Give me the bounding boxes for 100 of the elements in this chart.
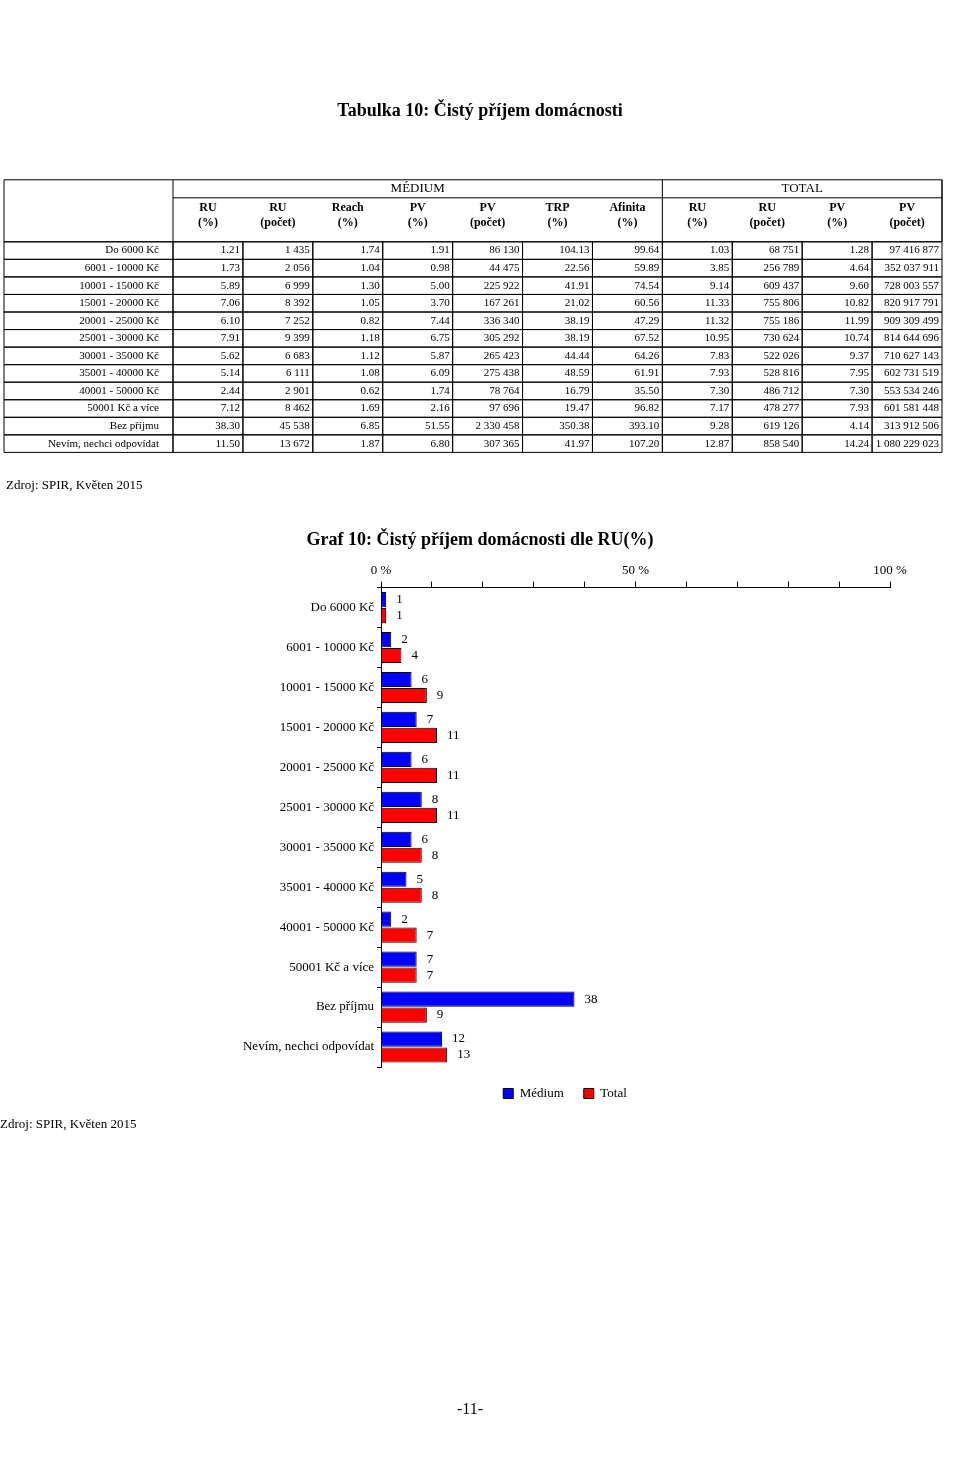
data-label: 9.37 [849, 348, 870, 361]
data-label: 11 [447, 766, 460, 782]
y-tick-label: 6001 - 10000 Kč [286, 638, 375, 654]
data-label: 16.79 [564, 383, 590, 396]
data-label: 2.16 [430, 401, 451, 414]
text: Zdroj: SPIR, Květen 2015 [5, 477, 144, 493]
data-label: 1 080 229 023 [875, 436, 940, 449]
data-label: 7 [426, 710, 434, 726]
data-label: 9 399 [285, 331, 311, 344]
data-label: 1.05 [360, 296, 381, 309]
data-label: 19.47 [564, 401, 590, 414]
y-tick-label: 25001 - 30000 Kč [79, 331, 160, 344]
data-label: 7.12 [220, 401, 240, 414]
x-tick-label: 100 % [873, 562, 907, 578]
data-label: 44.44 [564, 348, 590, 361]
data-label: 7.83 [710, 348, 730, 361]
x-tick-label: Afinita (%) [609, 200, 646, 229]
y-tick-label: 30001 - 35000 Kč [79, 348, 160, 361]
x-tick-label: PV (%) [827, 200, 848, 229]
y-tick-label: Nevím, nechci odpovídat [48, 436, 159, 449]
data-label: 7.06 [220, 296, 241, 309]
data-label: 2 056 [285, 261, 311, 274]
data-label: 6 [421, 670, 429, 686]
x-tick-label: 0 % [370, 562, 392, 578]
legend-label: Médium [519, 1084, 564, 1100]
data-label: 336 340 [483, 313, 521, 326]
data-label: 7.17 [710, 401, 730, 414]
data-label: 7.93 [710, 366, 730, 379]
data-label: 352 037 911 [884, 261, 939, 274]
data-label: 11 [447, 806, 460, 822]
data-label: 225 922 [483, 278, 520, 291]
data-label: 1.04 [360, 261, 381, 274]
y-tick-label: 35001 - 40000 Kč [279, 878, 375, 894]
x-tick-label: PV (počet) [469, 200, 506, 229]
data-label: 97 416 877 [889, 243, 940, 256]
data-label: 6 [421, 750, 429, 766]
data-label: 74.54 [634, 278, 660, 291]
data-label: 602 731 519 [884, 366, 940, 379]
data-label: 6 999 [285, 278, 311, 291]
y-tick-label: Nevím, nechci odpovídat [242, 1038, 375, 1054]
data-label: 0.62 [360, 383, 380, 396]
y-tick-label: 20001 - 25000 Kč [279, 758, 375, 774]
y-tick-label: Do 6000 Kč [310, 599, 375, 614]
data-label: 619 126 [763, 418, 800, 431]
y-tick-label: 35001 - 40000 Kč [79, 366, 160, 379]
data-label: 5.87 [430, 348, 451, 361]
data-label: 1 435 [285, 243, 311, 256]
data-label: 67.52 [634, 331, 660, 344]
data-label: 5.62 [220, 348, 240, 361]
y-tick-label: 30001 - 35000 Kč [279, 838, 375, 854]
data-label: 601 581 448 [884, 401, 940, 414]
x-tick-label: RU (počet) [749, 200, 785, 229]
data-label: 710 627 143 [884, 348, 940, 361]
data-label: 38 [584, 990, 598, 1006]
y-tick-label: 40001 - 50000 Kč [79, 383, 160, 396]
data-label: 9 [436, 686, 444, 702]
data-label: 755 806 [763, 296, 800, 309]
data-label: 78 764 [489, 383, 521, 396]
data-label: 38.30 [215, 418, 241, 431]
data-label: 61.91 [634, 366, 660, 379]
data-label: 6 111 [285, 366, 310, 379]
data-label: 6.75 [430, 331, 451, 344]
data-label: 41.91 [564, 278, 590, 291]
data-label: 6.85 [360, 418, 381, 431]
data-label: 1.28 [849, 243, 870, 256]
data-label: 44 475 [489, 261, 521, 274]
data-label: 4.14 [849, 418, 870, 431]
data-label: 1.91 [430, 243, 450, 256]
data-label: 3.70 [430, 296, 451, 309]
data-label: 10.74 [844, 331, 870, 344]
data-label: 13 [457, 1046, 471, 1062]
data-label: 11.33 [704, 296, 730, 309]
data-label: 7.91 [220, 331, 240, 344]
data-label: 1 [396, 591, 403, 607]
data-label: 59.89 [634, 261, 660, 274]
data-label: 9.60 [849, 278, 870, 291]
y-tick-label: 15001 - 20000 Kč [79, 296, 160, 309]
data-label: 2 330 458 [475, 418, 521, 431]
data-label: 9.14 [710, 278, 730, 291]
data-label: 820 917 791 [884, 296, 939, 309]
data-label: 2.44 [220, 383, 241, 396]
data-label: 7.95 [849, 366, 870, 379]
data-label: 97 696 [489, 401, 521, 414]
x-tick-label: PV (počet) [889, 200, 925, 229]
data-label: 3.85 [710, 261, 730, 274]
x-tick-label: Reach (%) [331, 200, 365, 229]
data-label: 6 [421, 830, 429, 846]
y-tick-label: 10001 - 15000 Kč [279, 678, 375, 694]
data-label: 528 816 [763, 366, 800, 379]
data-label: 47.29 [634, 313, 660, 326]
y-tick-label: 25001 - 30000 Kč [279, 798, 375, 814]
data-label: 478 277 [763, 401, 800, 414]
data-label: 11.32 [704, 313, 730, 326]
data-label: 68 751 [768, 243, 800, 256]
y-tick-label: 20001 - 25000 Kč [79, 313, 160, 326]
data-label: 13 672 [279, 436, 310, 449]
data-label: 6 683 [285, 348, 311, 361]
data-label: 1.21 [220, 243, 240, 256]
data-label: 12.87 [704, 436, 730, 449]
data-label: 5 [416, 870, 423, 886]
